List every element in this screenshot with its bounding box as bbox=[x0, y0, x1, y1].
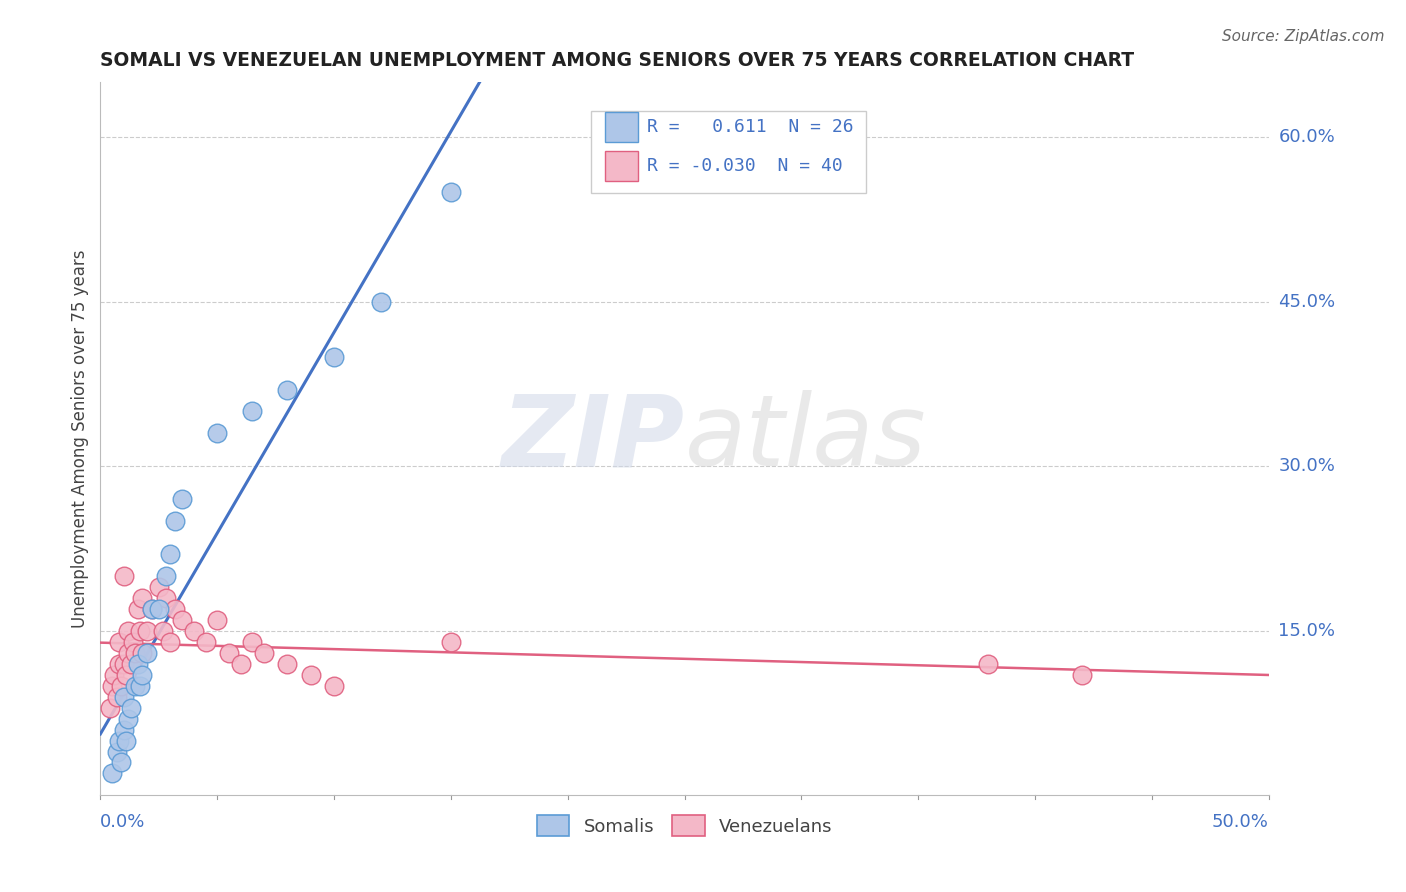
Point bbox=[124, 646, 146, 660]
Point bbox=[108, 635, 131, 649]
FancyBboxPatch shape bbox=[605, 151, 638, 180]
Point bbox=[105, 745, 128, 759]
Text: 60.0%: 60.0% bbox=[1278, 128, 1336, 146]
Text: R =   0.611  N = 26: R = 0.611 N = 26 bbox=[647, 118, 853, 136]
Text: R = -0.030  N = 40: R = -0.030 N = 40 bbox=[647, 157, 844, 175]
Text: atlas: atlas bbox=[685, 391, 927, 487]
Point bbox=[141, 602, 163, 616]
Point bbox=[194, 635, 217, 649]
Point bbox=[165, 602, 187, 616]
Point bbox=[205, 426, 228, 441]
Point bbox=[129, 624, 152, 638]
Point bbox=[141, 602, 163, 616]
Point bbox=[148, 602, 170, 616]
Point bbox=[120, 700, 142, 714]
Point bbox=[105, 690, 128, 704]
Point bbox=[148, 580, 170, 594]
Text: 30.0%: 30.0% bbox=[1278, 458, 1336, 475]
Point bbox=[110, 756, 132, 770]
Point bbox=[136, 624, 159, 638]
FancyBboxPatch shape bbox=[605, 112, 638, 142]
Point bbox=[299, 667, 322, 681]
Point bbox=[127, 602, 149, 616]
Point bbox=[115, 733, 138, 747]
Point bbox=[127, 657, 149, 671]
Point bbox=[977, 657, 1000, 671]
Text: 50.0%: 50.0% bbox=[1212, 814, 1270, 831]
FancyBboxPatch shape bbox=[591, 111, 866, 193]
Point bbox=[183, 624, 205, 638]
Point bbox=[172, 613, 194, 627]
Point bbox=[165, 514, 187, 528]
Text: SOMALI VS VENEZUELAN UNEMPLOYMENT AMONG SENIORS OVER 75 YEARS CORRELATION CHART: SOMALI VS VENEZUELAN UNEMPLOYMENT AMONG … bbox=[100, 51, 1135, 70]
Text: 15.0%: 15.0% bbox=[1278, 622, 1336, 640]
Point bbox=[205, 613, 228, 627]
Point bbox=[172, 492, 194, 507]
Legend: Somalis, Venezuelans: Somalis, Venezuelans bbox=[530, 808, 839, 844]
Y-axis label: Unemployment Among Seniors over 75 years: Unemployment Among Seniors over 75 years bbox=[72, 250, 89, 628]
Point bbox=[276, 383, 298, 397]
Point bbox=[112, 690, 135, 704]
Point bbox=[112, 657, 135, 671]
Point bbox=[129, 679, 152, 693]
Point bbox=[108, 733, 131, 747]
Point bbox=[108, 657, 131, 671]
Text: 0.0%: 0.0% bbox=[100, 814, 146, 831]
Point bbox=[253, 646, 276, 660]
Point bbox=[131, 667, 153, 681]
Point bbox=[240, 635, 263, 649]
Point bbox=[124, 679, 146, 693]
Point bbox=[98, 700, 121, 714]
Point bbox=[323, 679, 346, 693]
Point bbox=[136, 646, 159, 660]
Point bbox=[110, 679, 132, 693]
Point bbox=[218, 646, 240, 660]
Point bbox=[131, 591, 153, 605]
Point bbox=[117, 624, 139, 638]
Point bbox=[120, 657, 142, 671]
Point bbox=[1071, 667, 1094, 681]
Point bbox=[112, 569, 135, 583]
Point bbox=[112, 723, 135, 737]
Point bbox=[152, 624, 174, 638]
Point bbox=[159, 547, 181, 561]
Point bbox=[115, 667, 138, 681]
Point bbox=[440, 185, 463, 199]
Point bbox=[117, 646, 139, 660]
Point bbox=[122, 635, 145, 649]
Point bbox=[159, 635, 181, 649]
Point bbox=[323, 350, 346, 364]
Point bbox=[155, 569, 177, 583]
Point bbox=[276, 657, 298, 671]
Point bbox=[103, 667, 125, 681]
Point bbox=[117, 712, 139, 726]
Point bbox=[101, 766, 124, 780]
Point bbox=[131, 646, 153, 660]
Point bbox=[101, 679, 124, 693]
Text: Source: ZipAtlas.com: Source: ZipAtlas.com bbox=[1222, 29, 1385, 44]
Text: ZIP: ZIP bbox=[502, 391, 685, 487]
Point bbox=[229, 657, 252, 671]
Point bbox=[370, 294, 392, 309]
Point bbox=[240, 404, 263, 418]
Point bbox=[440, 635, 463, 649]
Point bbox=[155, 591, 177, 605]
Text: 45.0%: 45.0% bbox=[1278, 293, 1336, 310]
